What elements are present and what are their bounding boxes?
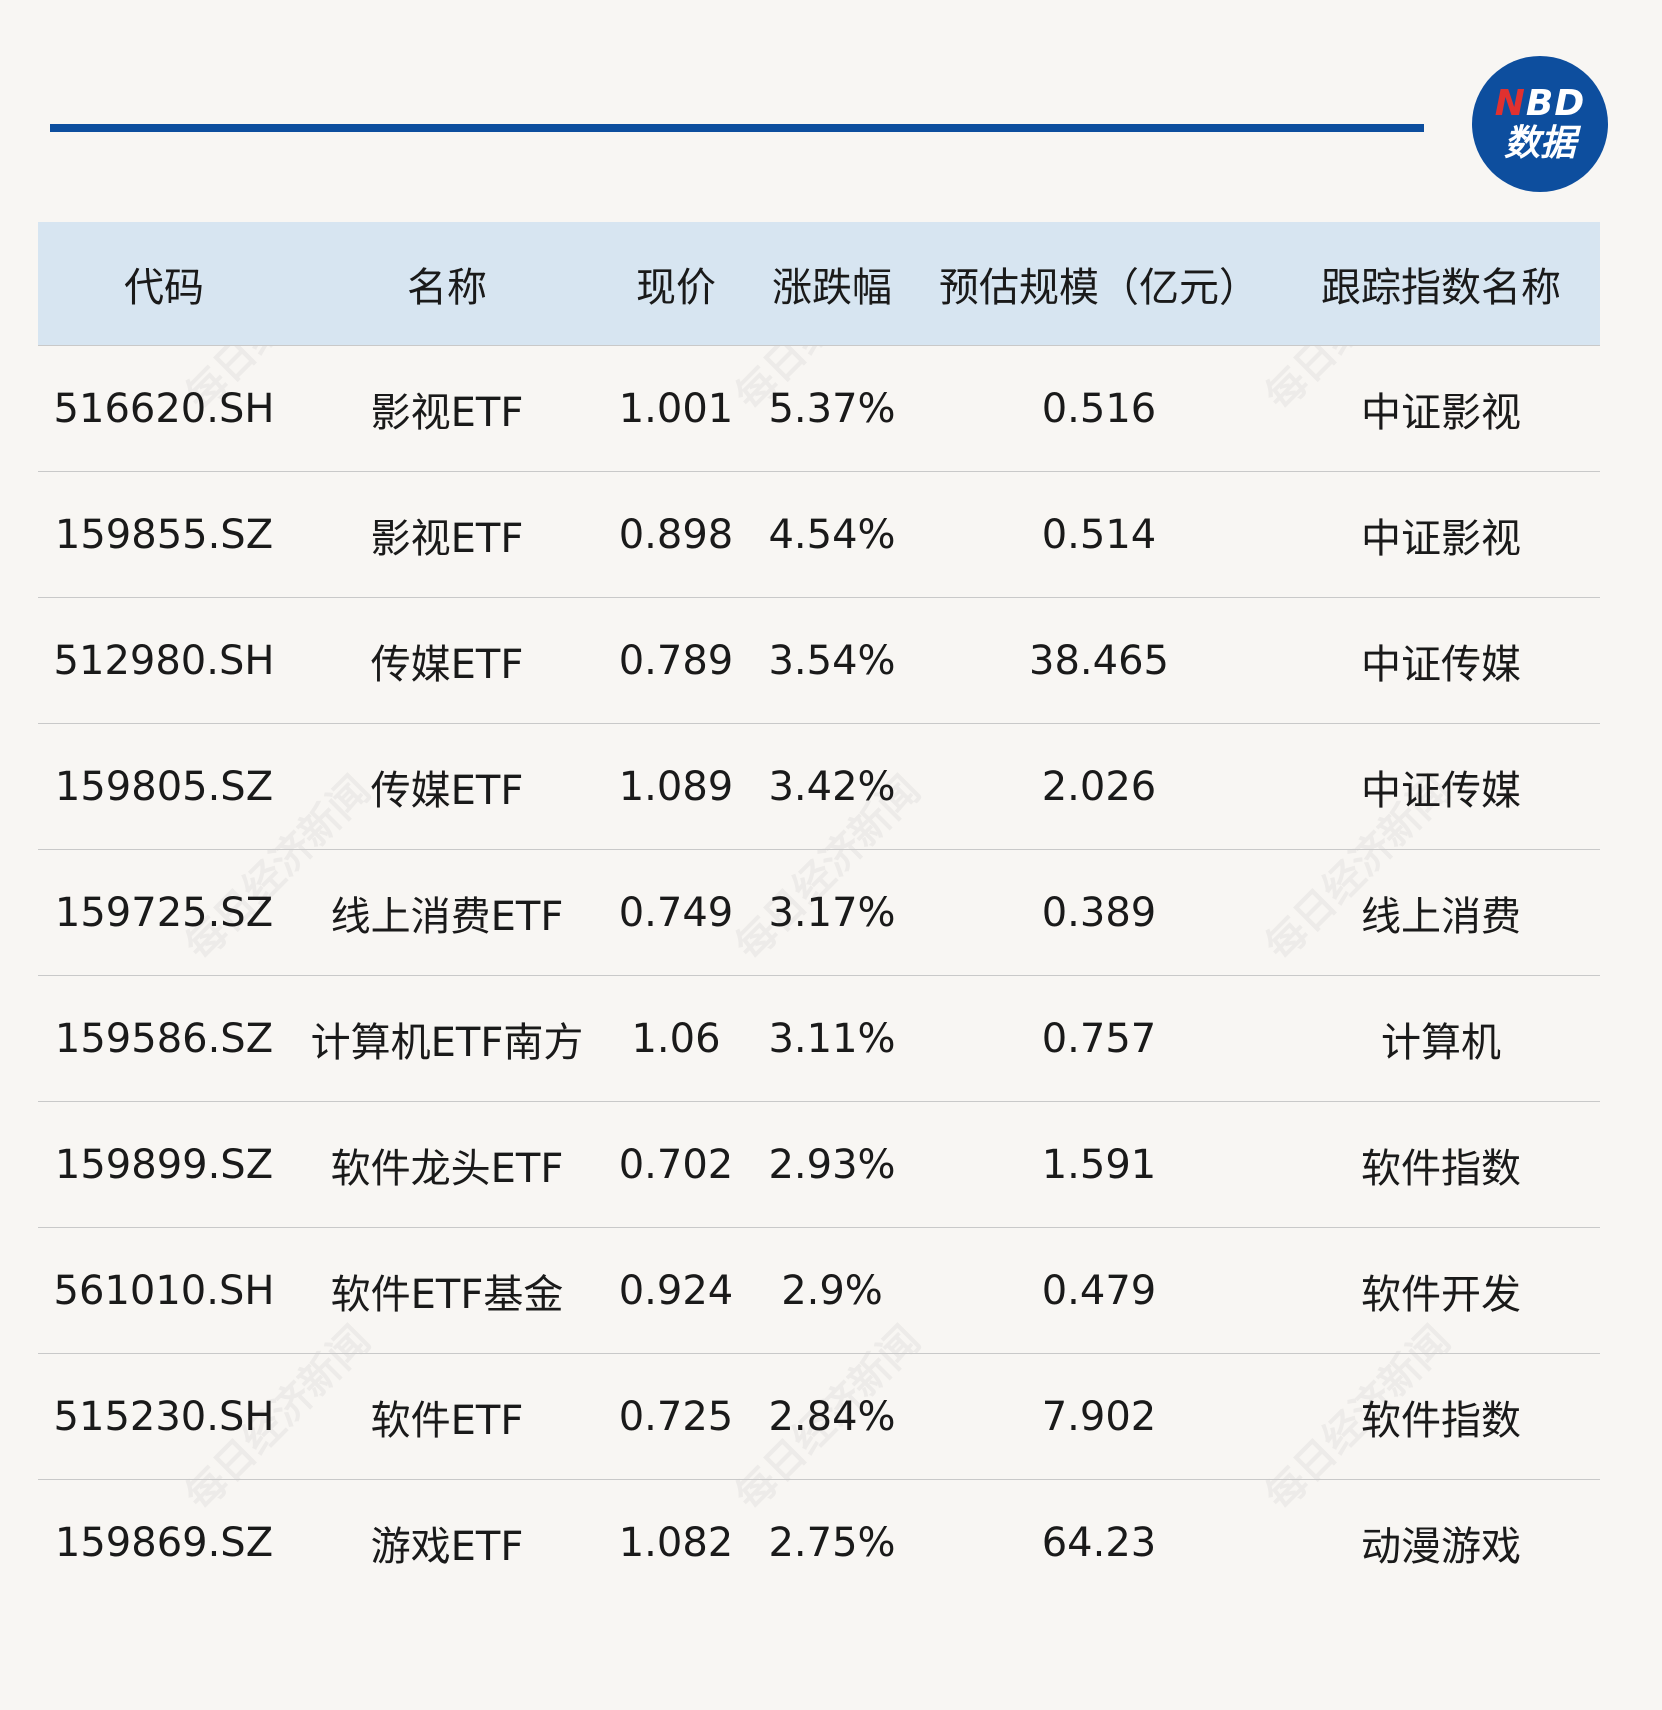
cell-change: 5.37% (768, 385, 896, 432)
cell-scale: 1.591 (1041, 1141, 1157, 1188)
cell-index: 中证传媒 (1361, 767, 1521, 814)
cell-change: 2.84% (768, 1393, 896, 1440)
header-name: 名称 (407, 264, 487, 311)
cell-index: 动漫游戏 (1361, 1524, 1521, 1570)
cell-scale: 0.479 (1041, 1267, 1157, 1314)
cell-code: 512980.SH (53, 637, 275, 684)
cell-price: 1.089 (618, 763, 734, 810)
cell-code: 159805.SZ (54, 763, 274, 810)
cell-price: 0.789 (618, 637, 734, 684)
cell-price: 1.06 (631, 1015, 721, 1062)
cell-scale: 38.465 (1029, 637, 1169, 684)
table-header-row: 代码 名称 现价 涨跌幅 预估规模（亿元） 跟踪指数名称 (38, 222, 1600, 346)
cell-name: 游戏ETF (370, 1524, 524, 1570)
cell-change: 2.93% (768, 1141, 896, 1188)
cell-index: 中证影视 (1361, 389, 1521, 436)
cell-code: 159855.SZ (54, 511, 274, 558)
cell-change: 3.42% (768, 763, 896, 810)
cell-scale: 7.902 (1041, 1393, 1157, 1440)
cell-price: 0.725 (618, 1393, 734, 1440)
table-row: 159855.SZ 影视ETF 0.898 4.54% 0.514 中证影视 (38, 472, 1600, 598)
cell-price: 0.898 (618, 511, 734, 558)
header-price: 现价 (636, 264, 716, 311)
cell-code: 516620.SH (53, 385, 275, 432)
cell-change: 3.17% (768, 889, 896, 936)
top-rule (50, 124, 1424, 132)
cell-index: 软件指数 (1361, 1145, 1521, 1192)
table-row: 516620.SH 影视ETF 1.001 5.37% 0.516 中证影视 (38, 346, 1600, 472)
cell-index: 软件指数 (1361, 1397, 1521, 1444)
cell-name: 影视ETF (370, 515, 524, 562)
cell-change: 3.54% (768, 637, 896, 684)
table-row: 561010.SH 软件ETF基金 0.924 2.9% 0.479 软件开发 (38, 1228, 1600, 1354)
cell-code: 561010.SH (53, 1267, 275, 1314)
cell-index: 中证影视 (1361, 515, 1521, 562)
cell-scale: 2.026 (1041, 763, 1157, 810)
cell-index: 线上消费 (1361, 893, 1521, 940)
header-scale: 预估规模（亿元） (939, 264, 1259, 311)
cell-index: 中证传媒 (1361, 641, 1521, 688)
nbd-data-logo: NBD 数据 (1472, 56, 1608, 192)
cell-price: 1.082 (618, 1520, 734, 1566)
table-row: 159586.SZ 计算机ETF南方 1.06 3.11% 0.757 计算机 (38, 976, 1600, 1102)
cell-code: 159586.SZ (54, 1015, 274, 1062)
cell-code: 515230.SH (53, 1393, 275, 1440)
table-row: 159805.SZ 传媒ETF 1.089 3.42% 2.026 中证传媒 (38, 724, 1600, 850)
cell-name: 传媒ETF (370, 767, 524, 814)
header-change: 涨跌幅 (772, 264, 892, 311)
cell-scale: 0.389 (1041, 889, 1157, 936)
cell-name: 影视ETF (370, 389, 524, 436)
cell-price: 1.001 (618, 385, 734, 432)
table-row: 159869.SZ 游戏ETF 1.082 2.75% 64.23 动漫游戏 (38, 1480, 1600, 1606)
cell-price: 0.924 (618, 1267, 734, 1314)
cell-scale: 64.23 (1041, 1520, 1157, 1566)
cell-scale: 0.516 (1041, 385, 1157, 432)
table-row: 159899.SZ 软件龙头ETF 0.702 2.93% 1.591 软件指数 (38, 1102, 1600, 1228)
cell-code: 159725.SZ (54, 889, 274, 936)
cell-name: 软件ETF基金 (330, 1271, 564, 1318)
cell-change: 2.9% (781, 1267, 883, 1314)
cell-scale: 0.514 (1041, 511, 1157, 558)
cell-name: 软件ETF (370, 1397, 524, 1444)
cell-change: 2.75% (768, 1520, 896, 1566)
cell-name: 软件龙头ETF (330, 1145, 564, 1192)
cell-change: 3.11% (768, 1015, 896, 1062)
cell-code: 159899.SZ (54, 1141, 274, 1188)
cell-name: 线上消费ETF (330, 893, 564, 940)
header-index: 跟踪指数名称 (1321, 264, 1561, 311)
cell-price: 0.749 (618, 889, 734, 936)
cell-name: 传媒ETF (370, 641, 524, 688)
cell-scale: 0.757 (1041, 1015, 1157, 1062)
cell-name: 计算机ETF南方 (310, 1019, 584, 1066)
table-row: 159725.SZ 线上消费ETF 0.749 3.17% 0.389 线上消费 (38, 850, 1600, 976)
cell-index: 软件开发 (1361, 1271, 1521, 1318)
cell-index: 计算机 (1381, 1019, 1501, 1066)
table-row: 512980.SH 传媒ETF 0.789 3.54% 38.465 中证传媒 (38, 598, 1600, 724)
logo-wordmark: NBD (1494, 83, 1586, 124)
etf-table: 代码 名称 现价 涨跌幅 预估规模（亿元） 跟踪指数名称 516620.SH 影视… (38, 222, 1600, 1606)
header-code: 代码 (124, 264, 204, 311)
cell-price: 0.702 (618, 1141, 734, 1188)
cell-change: 4.54% (768, 511, 896, 558)
table-row: 515230.SH 软件ETF 0.725 2.84% 7.902 软件指数 (38, 1354, 1600, 1480)
logo-subtitle: 数据 (1503, 123, 1576, 164)
cell-code: 159869.SZ (54, 1520, 274, 1566)
